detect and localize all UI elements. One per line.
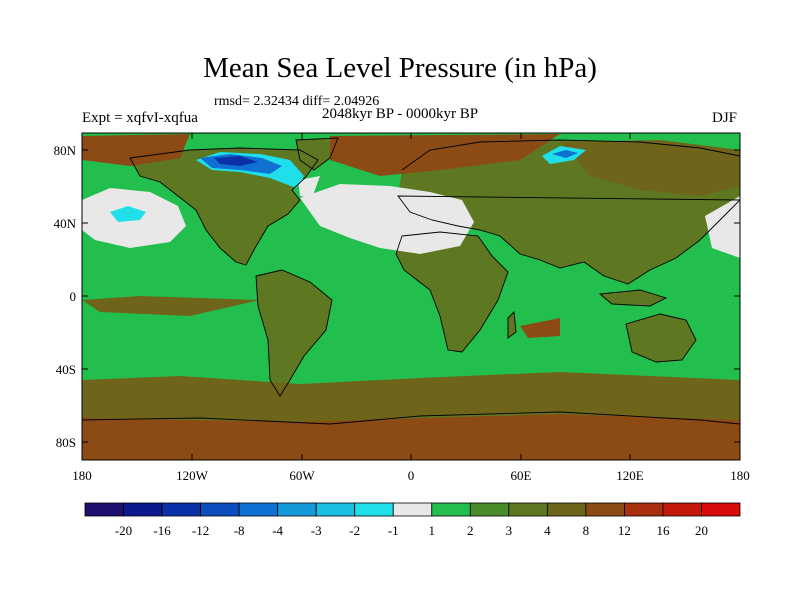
season-label: DJF — [712, 110, 738, 126]
colorbar-swatch — [431, 502, 471, 517]
colorbar-label: 3 — [506, 523, 513, 538]
colorbar-swatch — [315, 502, 356, 517]
colorbar-swatch — [662, 502, 702, 517]
lon-tick-marks — [81, 133, 741, 460]
colorbar-swatch — [585, 502, 625, 517]
lon-label-60e: 60E — [511, 468, 532, 483]
colorbar-label: -16 — [153, 523, 171, 538]
rmsd-diff-stats: rmsd= 2.32434 diff= 2.04926 — [214, 94, 380, 109]
lon-label-120w: 120W — [176, 468, 209, 483]
lon-label-180e: 180 — [730, 468, 750, 483]
colorbar-label: 1 — [429, 523, 436, 538]
colorbar-swatch — [238, 502, 279, 517]
colorbar-swatch — [508, 502, 548, 517]
colorbar-swatch — [123, 502, 163, 517]
colorbar-label: 12 — [618, 523, 631, 538]
lat-tick-marks — [82, 149, 740, 443]
colorbar-swatch — [701, 502, 741, 517]
colorbar-swatch — [200, 502, 240, 517]
colorbar-label: -20 — [115, 523, 132, 538]
colorbar: -20 -16 -12 -8 -4 -3 -2 -1 1 2 3 4 8 12 16 20 — [84, 502, 741, 538]
colorbar-label: 4 — [544, 523, 551, 538]
colorbar-swatch — [161, 502, 201, 517]
colorbar-swatch — [277, 502, 317, 517]
colorbar-label: 20 — [695, 523, 708, 538]
experiment-label: Expt = xqfvI-xqfua — [82, 110, 198, 126]
colorbar-swatch — [354, 502, 394, 517]
lat-label-0: 0 — [70, 289, 77, 304]
colorbar-label: -12 — [192, 523, 209, 538]
high-anomaly-field — [82, 140, 740, 424]
lat-label-80s: 80S — [56, 435, 76, 450]
colorbar-swatch — [84, 502, 124, 517]
colorbar-label: 2 — [467, 523, 474, 538]
colorbar-swatch — [469, 502, 510, 517]
colorbar-label: -8 — [234, 523, 245, 538]
lon-label-120e: 120E — [616, 468, 644, 483]
warm-anomaly-field — [82, 134, 740, 460]
colorbar-label: -3 — [311, 523, 322, 538]
lat-label-40s: 40S — [56, 362, 76, 377]
colorbar-swatch — [624, 502, 664, 517]
colorbar-label: -1 — [388, 523, 399, 538]
neutral-anomaly-field — [82, 176, 740, 258]
map-title: Mean Sea Level Pressure (in hPa) — [203, 52, 597, 84]
lat-label-80n: 80N — [54, 143, 77, 158]
colorbar-label: -4 — [272, 523, 283, 538]
coastlines — [82, 137, 740, 425]
colorbar-label: 8 — [583, 523, 590, 538]
period-label: 2048kyr BP - 0000kyr BP — [322, 106, 479, 122]
lon-label-60w: 60W — [289, 468, 315, 483]
lon-label-0: 0 — [408, 468, 415, 483]
lat-label-40n: 40N — [54, 216, 77, 231]
colorbar-swatch — [392, 502, 433, 517]
colorbar-label: 16 — [656, 523, 670, 538]
map-field — [82, 133, 740, 460]
colorbar-label: -2 — [349, 523, 360, 538]
colorbar-swatch — [546, 502, 587, 517]
lowest-anomaly-field — [214, 156, 258, 166]
lon-label-180w: 180 — [72, 468, 92, 483]
